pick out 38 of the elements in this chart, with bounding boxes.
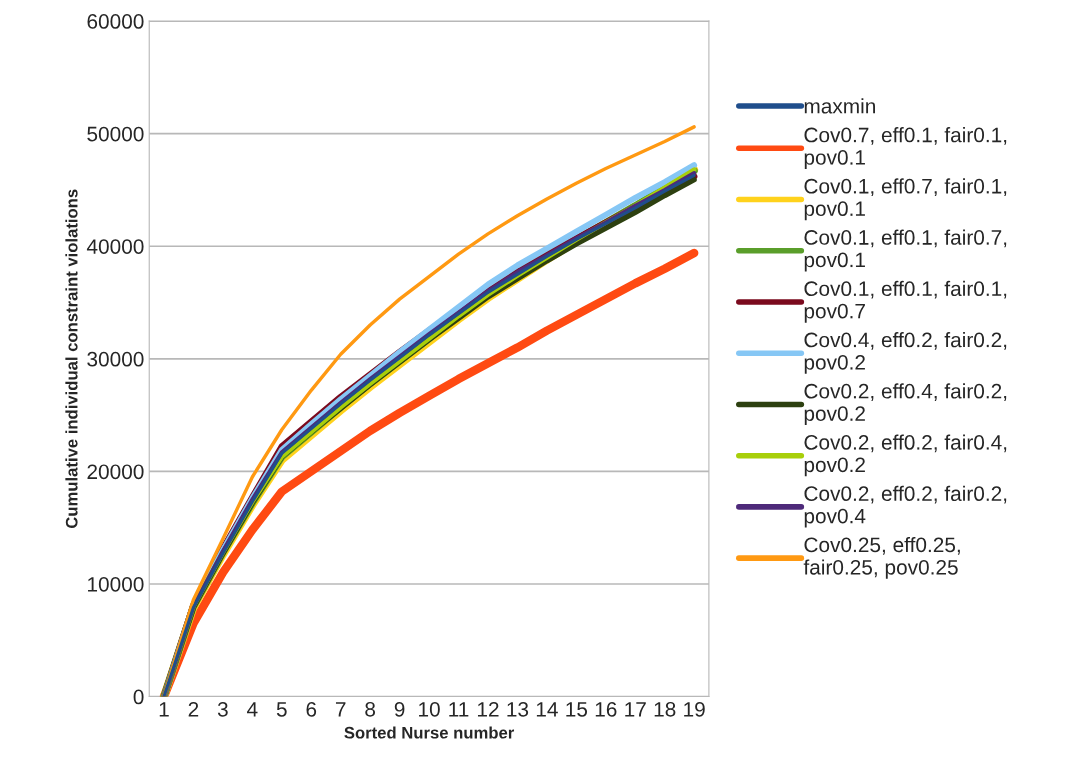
legend-label: maxmin xyxy=(804,98,875,114)
y-tick-label: 0 xyxy=(133,689,144,705)
y-tick-label: 30000 xyxy=(87,351,144,367)
x-tick-label: 14 xyxy=(536,702,558,717)
x-tick-label: 18 xyxy=(654,701,676,717)
legend-label: Cov0.1, eff0.7, fair0.1, pov0.1 xyxy=(804,178,1007,221)
legend-label: Cov0.7, eff0.1, fair0.1, pov0.1 xyxy=(804,127,1007,169)
x-axis-title: Sorted Nurse number xyxy=(344,726,515,739)
y-tick-label: 60000 xyxy=(87,14,144,29)
y-tick-label: 20000 xyxy=(87,464,144,480)
y-tick-label: 10000 xyxy=(88,576,144,592)
legend-label: Cov0.2, eff0.2, fair0.2, pov0.4 xyxy=(804,485,1007,528)
legend-label: Cov0.4, eff0.2, fair0.2, pov0.2 xyxy=(804,332,1007,374)
legend-label: Cov0.1, eff0.1, fair0.7, pov0.1 xyxy=(804,229,1007,272)
legend-label: Cov0.2, eff0.4, fair0.2, pov0.2 xyxy=(804,383,1007,426)
x-tick-label: 12 xyxy=(477,701,499,717)
legend-label: Cov0.2, eff0.2, fair0.4, pov0.2 xyxy=(804,434,1007,477)
y-tick-label: 50000 xyxy=(87,126,144,142)
x-tick-label: 10 xyxy=(419,701,440,717)
x-tick-label: 3 xyxy=(217,701,228,717)
y-axis-title: Cumulative individual constraint violations xyxy=(65,189,78,529)
x-tick-label: 7 xyxy=(335,702,346,717)
legend-label: Cov0.25, eff0.25, fair0.25, pov0.25 xyxy=(803,536,960,579)
x-tick-label: 11 xyxy=(449,702,469,717)
y-tick-label: 40000 xyxy=(86,239,144,254)
x-tick-label: 19 xyxy=(684,701,705,717)
x-tick-label: 17 xyxy=(625,702,646,717)
x-tick-label: 16 xyxy=(595,701,617,717)
legend-label: Cov0.1, eff0.1, fair0.1, pov0.7 xyxy=(804,280,1007,323)
x-tick-label: 15 xyxy=(566,702,588,717)
x-tick-label: 8 xyxy=(365,701,376,717)
x-tick-label: 2 xyxy=(188,701,199,717)
x-tick-label: 9 xyxy=(394,701,405,717)
x-tick-label: 1 xyxy=(159,702,169,717)
x-tick-label: 5 xyxy=(276,702,287,717)
x-tick-label: 6 xyxy=(306,701,317,717)
x-tick-label: 4 xyxy=(247,702,258,717)
x-tick-label: 13 xyxy=(507,701,529,717)
